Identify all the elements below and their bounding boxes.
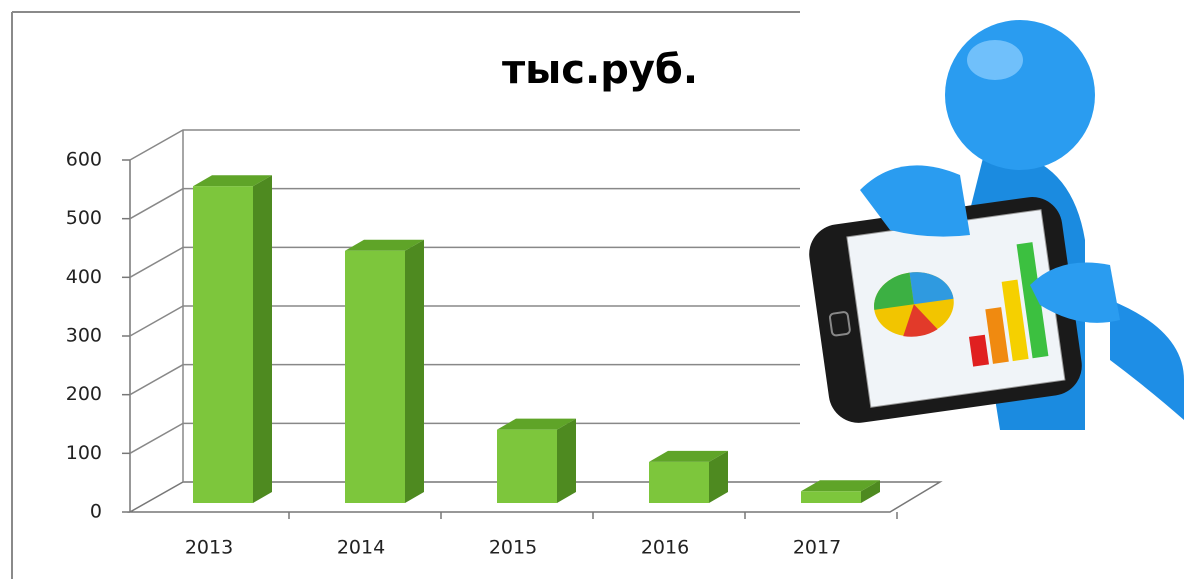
x-tick-label: 2017 xyxy=(793,537,841,559)
illustration xyxy=(800,0,1184,430)
bar-front xyxy=(649,462,709,503)
bar xyxy=(497,419,576,503)
bar-front xyxy=(497,430,557,503)
bar-side xyxy=(253,175,272,503)
bar-side xyxy=(405,240,424,503)
x-tick-label: 2013 xyxy=(185,537,233,559)
bar-front xyxy=(193,186,253,503)
chart-title: тыс.руб. xyxy=(502,47,698,93)
bar xyxy=(345,240,424,503)
y-tick-label: 300 xyxy=(66,325,102,347)
y-tick-label: 500 xyxy=(66,207,102,229)
y-tick-label: 0 xyxy=(90,501,102,523)
bar xyxy=(649,451,728,503)
x-tick-label: 2015 xyxy=(489,537,537,559)
bar-side xyxy=(557,419,576,503)
bar xyxy=(193,175,272,503)
y-tick-label: 600 xyxy=(66,149,102,171)
x-tick-label: 2014 xyxy=(337,537,385,559)
y-tick-label: 100 xyxy=(66,442,102,464)
bar-front xyxy=(345,251,405,503)
x-tick-label: 2016 xyxy=(641,537,689,559)
y-tick-label: 400 xyxy=(66,266,102,288)
y-tick-label: 200 xyxy=(66,383,102,405)
bar-front xyxy=(801,491,861,503)
chart: тыс.руб. 0 100 200 300 400 500 600 2013 2014 2015… xyxy=(0,0,1184,579)
